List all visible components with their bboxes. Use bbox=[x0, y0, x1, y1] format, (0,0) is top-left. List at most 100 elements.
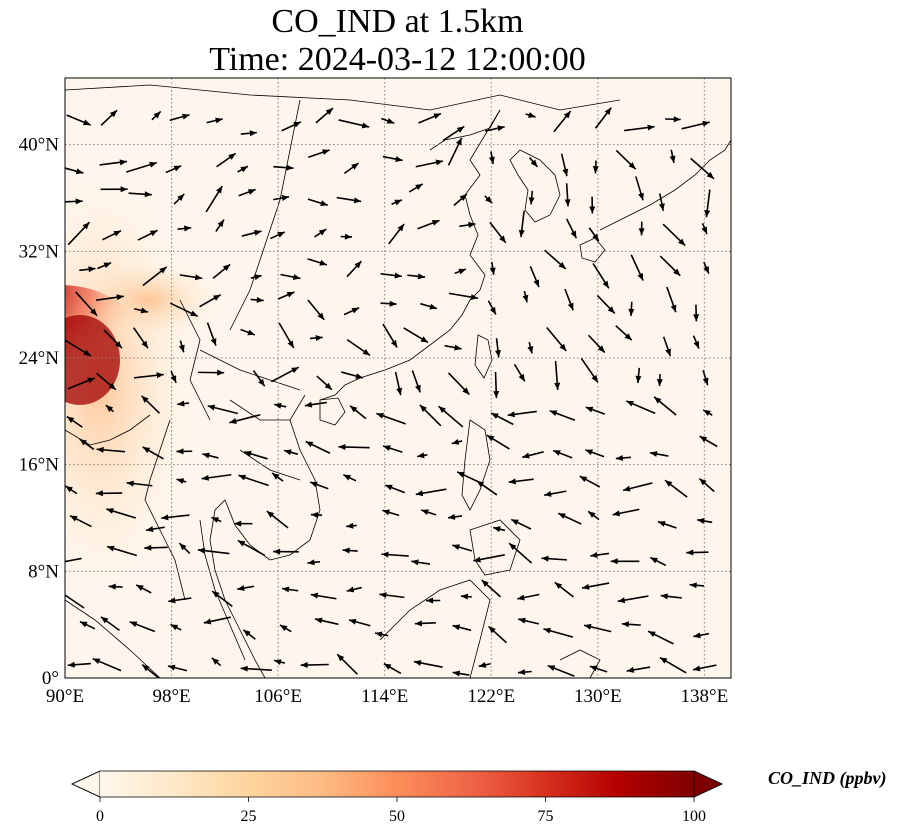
wind-vector-head bbox=[126, 480, 134, 487]
wind-vector-head bbox=[670, 304, 677, 313]
wind-vector-head bbox=[604, 107, 612, 116]
wind-vector-head bbox=[116, 294, 124, 301]
wind-vector-head bbox=[517, 669, 526, 676]
wind-vector-head bbox=[658, 203, 665, 211]
wind-vector-head bbox=[247, 189, 256, 195]
wind-vector-head bbox=[190, 310, 198, 317]
wind-vector-head bbox=[376, 412, 384, 419]
wind-vector-head bbox=[310, 511, 319, 518]
inland-borders bbox=[179, 99, 301, 481]
wind-vector-head bbox=[238, 474, 246, 481]
wind-vector-head bbox=[291, 367, 299, 374]
wind-vector-head bbox=[129, 621, 138, 628]
wind-vector-head bbox=[638, 228, 645, 236]
wind-vector-head bbox=[292, 274, 301, 281]
wind-vector-head bbox=[624, 333, 632, 341]
wind-vector-head bbox=[493, 526, 501, 533]
wind-vector-head bbox=[217, 219, 224, 228]
wind-vector-head bbox=[607, 306, 615, 314]
wind-vector-head bbox=[592, 166, 599, 174]
wind-vector-head bbox=[579, 476, 588, 483]
wind-vector-head bbox=[390, 339, 398, 348]
map-frame bbox=[64, 77, 732, 679]
wind-vector-head bbox=[254, 274, 262, 281]
colorbar-ticks: 0 25 50 75 100 bbox=[96, 797, 706, 825]
wind-vector-head bbox=[452, 624, 461, 631]
wind-vector-head bbox=[201, 474, 210, 481]
wind-vector-head bbox=[473, 556, 481, 563]
wind-vector-head bbox=[673, 268, 681, 276]
wind-vector-head bbox=[141, 340, 148, 349]
lon-tick-label: 106°E bbox=[254, 686, 302, 707]
wind-vector-head bbox=[431, 220, 440, 226]
wind-vector-head bbox=[413, 659, 422, 666]
wind-vector-head bbox=[582, 583, 590, 590]
colorbar-tick-label: 100 bbox=[682, 808, 706, 825]
wind-vector-head bbox=[144, 191, 152, 198]
wind-vector-head bbox=[623, 485, 631, 492]
wind-vector-head bbox=[654, 396, 662, 404]
wind-vector-head bbox=[415, 183, 423, 191]
wind-vector-head bbox=[585, 406, 594, 413]
wind-vector-head bbox=[351, 163, 359, 170]
wind-vector-head bbox=[457, 471, 465, 478]
wind-vector-head bbox=[82, 222, 90, 230]
wind-vector-head bbox=[563, 111, 571, 119]
lon-tick-label: 98°E bbox=[152, 686, 190, 707]
wind-vector-head bbox=[647, 124, 655, 131]
wind-vector-head bbox=[65, 485, 73, 493]
wind-vector-head bbox=[383, 663, 392, 670]
wind-vector-head bbox=[136, 584, 144, 591]
wind-vector-head bbox=[167, 664, 176, 671]
wind-vector-head bbox=[541, 555, 549, 562]
wind-vector-head bbox=[361, 122, 370, 129]
wind-vector-head bbox=[499, 235, 506, 243]
wind-vector-head bbox=[149, 230, 158, 237]
wind-vector-head bbox=[244, 450, 252, 457]
colorbar-extend-low bbox=[71, 770, 101, 798]
colorbar: 0 25 50 75 100 bbox=[71, 770, 723, 825]
wind-vector-head bbox=[88, 266, 96, 273]
wind-vector-head bbox=[470, 294, 478, 301]
wind-vector-head bbox=[207, 404, 216, 411]
wind-vector-head bbox=[650, 557, 658, 564]
wind-vector-head bbox=[228, 153, 236, 160]
wind-vector-head bbox=[610, 558, 618, 565]
wind-vector-head bbox=[321, 149, 330, 156]
wind-vector-head bbox=[494, 350, 501, 358]
wind-vector-head bbox=[528, 112, 536, 118]
wind-vector-head bbox=[106, 508, 114, 514]
wind-vector-head bbox=[212, 591, 220, 598]
wind-vector-head bbox=[567, 302, 574, 311]
wind-vector-head bbox=[460, 593, 469, 600]
wind-vector-head bbox=[665, 348, 671, 357]
wind-vector-head bbox=[203, 618, 212, 625]
wind-vector-head bbox=[637, 272, 644, 281]
wind-vector-head bbox=[554, 582, 563, 590]
wind-vector-head bbox=[161, 514, 169, 521]
wind-vector-head bbox=[485, 196, 493, 204]
wind-vector-head bbox=[149, 161, 157, 168]
wind-vector-head bbox=[493, 391, 500, 399]
wind-vector-head bbox=[103, 262, 112, 269]
wind-vector-head bbox=[459, 194, 467, 202]
colorbar-tick-label: 50 bbox=[389, 808, 405, 825]
wind-vector-head bbox=[592, 233, 599, 242]
wind-vector-head bbox=[411, 559, 419, 566]
wind-vector-head bbox=[489, 306, 496, 315]
wind-vector-head bbox=[348, 618, 357, 625]
wind-vector-head bbox=[522, 452, 530, 459]
wind-vector-head bbox=[307, 559, 315, 566]
wind-vector-head bbox=[386, 118, 395, 124]
wind-vector-head bbox=[286, 164, 294, 171]
wind-vectors bbox=[65, 107, 718, 678]
colorbar-tick-label: 0 bbox=[96, 808, 104, 825]
wind-vector-head bbox=[282, 586, 290, 593]
wind-vector-shaft bbox=[65, 557, 82, 563]
wind-vector-head bbox=[317, 312, 325, 320]
wind-vector-head bbox=[649, 451, 658, 457]
wind-vector-head bbox=[144, 544, 152, 551]
japan-kyushu bbox=[579, 237, 606, 263]
latitude-tick-labels: 0° 8°N 16°N 24°N 32°N 40°N bbox=[19, 135, 60, 689]
